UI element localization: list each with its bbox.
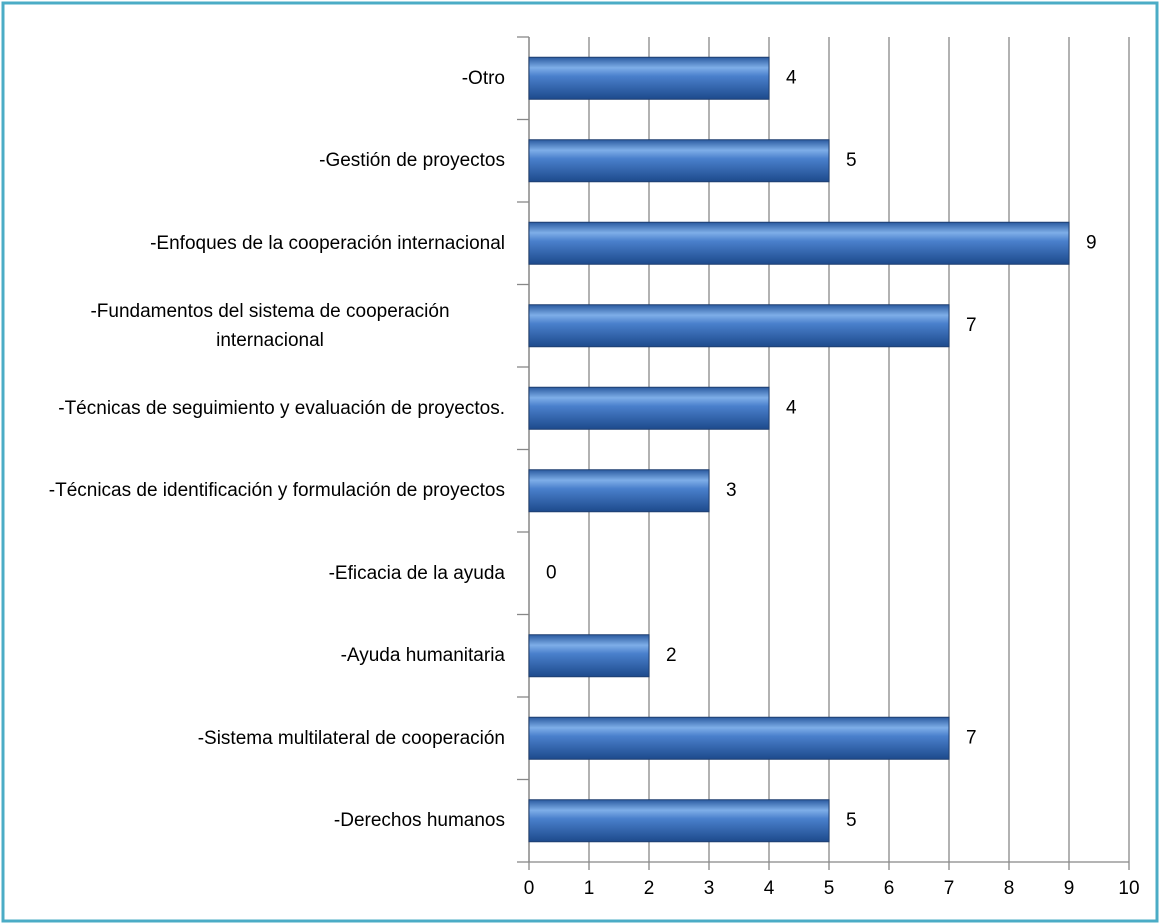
x-tick-label: 10 (1118, 878, 1139, 899)
y-tick-label: -Fundamentos del sistema de cooperación … (90, 300, 450, 351)
value-label: 2 (666, 645, 677, 666)
x-tick-label: 3 (704, 878, 715, 899)
y-tick-label: -Gestión de proyectos (319, 150, 505, 172)
y-tick-label-box: -Técnicas de seguimiento y evaluación de… (20, 368, 505, 448)
x-tick-label: 5 (824, 878, 835, 899)
bar (528, 469, 710, 513)
y-tick-label-box: -Sistema multilateral de cooperación (20, 698, 505, 778)
bar (528, 221, 1070, 265)
value-label: 4 (786, 397, 797, 418)
value-label: 5 (846, 810, 857, 831)
value-label: 7 (966, 727, 977, 748)
y-tick-label: -Eficacia de la ayuda (328, 562, 505, 584)
y-tick-label-box: -Ayuda humanitaria (20, 616, 505, 696)
x-tick-label: 1 (584, 878, 595, 899)
y-tick-label: -Sistema multilateral de cooperación (197, 727, 505, 749)
value-label: 0 (546, 562, 557, 583)
y-tick-label-box: -Fundamentos del sistema de cooperación … (20, 286, 505, 366)
y-tick-label-box: -Eficacia de la ayuda (20, 533, 505, 613)
x-tick-label: 7 (944, 878, 955, 899)
y-tick-label: -Ayuda humanitaria (340, 645, 505, 667)
y-tick-label-box: -Enfoques de la cooperación internaciona… (20, 203, 505, 283)
bar (528, 139, 830, 183)
bar (528, 799, 830, 843)
x-tick-label: 9 (1064, 878, 1075, 899)
y-tick-label: -Derechos humanos (333, 810, 505, 832)
y-tick-label-box: -Gestión de proyectos (20, 121, 505, 201)
y-tick-label-box: -Derechos humanos (20, 781, 505, 861)
y-tick-label-box: -Otro (20, 38, 505, 118)
y-tick-label: -Otro (461, 67, 505, 89)
bar (528, 56, 770, 100)
x-tick-label: 8 (1004, 878, 1015, 899)
value-label: 4 (786, 67, 797, 88)
value-label: 9 (1086, 232, 1097, 253)
bar (528, 716, 950, 760)
x-tick-label: 2 (644, 878, 655, 899)
x-tick-label: 0 (524, 878, 535, 899)
y-tick-label: -Enfoques de la cooperación internaciona… (150, 232, 505, 254)
value-label: 3 (726, 480, 737, 501)
bar (528, 304, 950, 348)
y-tick-label: -Técnicas de identificación y formulació… (48, 480, 505, 502)
y-tick-label: -Técnicas de seguimiento y evaluación de… (58, 397, 505, 419)
y-tick-label-box: -Técnicas de identificación y formulació… (20, 451, 505, 531)
x-tick-label: 6 (884, 878, 895, 899)
bar (528, 634, 650, 678)
value-label: 7 (966, 315, 977, 336)
x-tick-label: 4 (764, 878, 775, 899)
bar (528, 386, 770, 430)
value-label: 5 (846, 150, 857, 171)
